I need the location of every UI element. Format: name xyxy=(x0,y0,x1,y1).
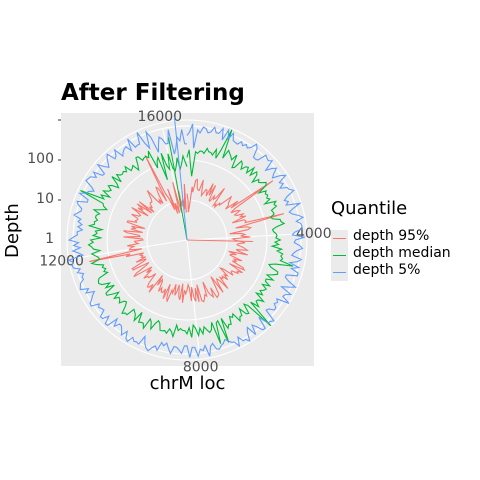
radial-grid-circle xyxy=(146,199,228,281)
legend-label: depth 95% xyxy=(353,228,430,244)
y-tick-label-1: 1 xyxy=(45,231,54,247)
x-tick-label: 8000 xyxy=(183,359,219,375)
y-tick-label-100: 100 xyxy=(27,151,54,167)
radial-grid-circle xyxy=(66,119,308,361)
x-tick-label: 4000 xyxy=(296,226,332,242)
x-tick-label: 16000 xyxy=(138,109,183,125)
outer-circle xyxy=(72,125,302,355)
x-tick-label: 12000 xyxy=(39,253,84,269)
series-spike xyxy=(173,116,188,241)
series-line xyxy=(67,123,306,358)
chart-title: After Filtering xyxy=(61,80,245,106)
y-axis-label: Depth xyxy=(2,203,23,258)
angular-grid-line xyxy=(162,128,188,241)
series-spike xyxy=(168,137,188,241)
y-tick-label-10: 10 xyxy=(36,191,54,207)
legend-label: depth 5% xyxy=(353,262,421,278)
series-spike xyxy=(186,239,253,242)
legend-label: depth median xyxy=(353,245,451,261)
legend-key xyxy=(331,230,348,247)
series-line xyxy=(80,129,294,344)
legend-key xyxy=(331,247,348,264)
legend-key xyxy=(331,264,348,281)
angular-grid-line xyxy=(186,239,200,354)
legend-title: Quantile xyxy=(331,198,408,219)
radial-grid-circle xyxy=(106,159,268,321)
x-axis-label: chrM loc xyxy=(149,373,226,394)
series-line xyxy=(89,155,285,303)
